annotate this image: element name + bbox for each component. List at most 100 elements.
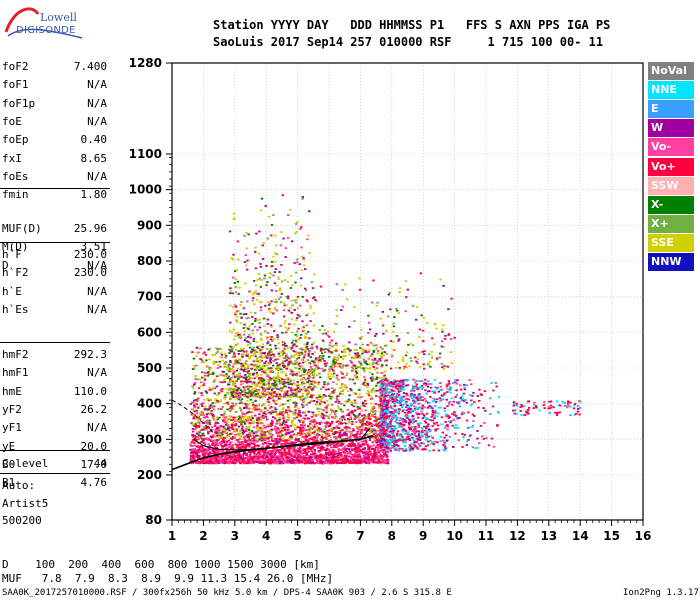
echo-point [231,446,234,448]
echo-point [320,421,323,424]
echo-point [345,429,348,432]
echo-point [323,428,326,431]
echo-point [320,440,323,443]
echo-point [204,354,208,356]
echo-point [354,459,357,461]
echo-point [313,451,316,453]
echo-point [219,433,222,436]
echo-point [278,440,281,443]
echo-point [343,426,346,429]
echo-point [269,452,273,455]
param-label: h`Es [2,302,29,316]
echo-point [202,453,206,455]
echo-point [347,452,351,454]
echo-point [233,371,236,373]
echo-point [235,374,238,376]
echo-point [196,418,200,420]
echo-point [288,454,291,456]
echo-point [301,361,305,364]
echo-point [308,455,311,457]
echo-point [384,440,387,443]
echo-point [220,353,224,356]
echo-point [217,451,221,453]
echo-point [364,383,367,386]
echo-point [213,436,217,438]
echo-point [307,371,310,374]
x-tick-label: 4 [262,529,270,543]
echo-point [354,450,357,453]
echo-point [292,461,295,464]
echo-point [386,459,390,461]
echo-point [242,327,245,329]
echo-point [201,376,204,379]
echo-point [272,364,275,367]
echo-point [305,372,308,375]
echo-point [228,415,231,418]
echo-point [300,424,303,426]
echo-point [282,407,285,410]
echo-point [242,333,246,336]
echo-point [257,451,260,454]
echo-point [282,419,286,422]
echo-point [307,369,311,371]
echo-point [263,457,267,460]
echo-point [216,432,219,435]
echo-point [253,449,256,452]
echo-point [223,396,226,399]
echo-point [280,454,284,457]
echo-point [273,379,276,382]
param-row: h`E N/A [2,285,107,303]
echo-point [369,445,373,448]
echo-point [275,309,279,312]
echo-point [295,351,298,354]
echo-point [214,455,218,458]
echo-point [350,361,353,364]
echo-point [355,376,359,378]
echo-point [254,355,257,358]
echo-point [260,422,263,425]
echo-point [271,433,274,436]
echo-point [255,368,258,370]
echo-point [329,423,332,426]
echo-point [200,448,203,450]
echo-point [294,451,298,454]
echo-point [376,458,379,460]
echo-point [368,349,371,352]
echo-point [252,382,256,384]
echo-point [378,447,381,449]
echo-point [306,341,309,344]
echo-point [364,399,367,402]
echo-point [293,400,297,403]
echo-point [252,297,255,299]
echo-point [231,421,235,424]
echo-point [239,446,243,449]
echo-point [372,358,375,360]
echo-point [258,355,262,358]
echo-point [227,462,230,465]
echo-point [240,441,243,443]
echo-point [216,460,219,463]
echo-point [294,374,298,376]
echo-point [367,461,370,464]
echo-point [246,460,249,463]
echo-point [226,450,229,453]
echo-point [204,374,207,377]
echo-point [304,268,307,270]
echo-point [377,446,380,448]
echo-point [243,436,247,439]
echo-point [204,427,207,429]
echo-point [233,462,237,465]
echo-point [208,423,212,426]
echo-point [273,460,277,463]
echo-point [213,392,216,395]
echo-point [288,460,292,463]
echo-point [259,309,262,312]
echo-point [334,459,337,462]
echo-point [313,448,316,451]
echo-point [377,451,380,454]
echo-point [375,418,378,421]
echo-point [362,443,366,446]
echo-point [354,452,357,454]
echo-point [290,454,293,457]
echo-point [331,446,334,449]
